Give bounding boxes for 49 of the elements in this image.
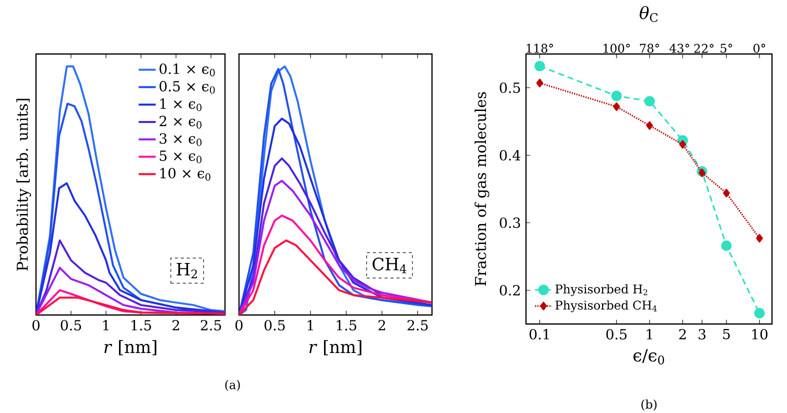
- x-axis-title: r [nm]: [309, 340, 362, 356]
- x-axis-title: r [nm]: [104, 340, 156, 356]
- x-tick-label: 10: [752, 328, 768, 340]
- x-tick-label: 1.5: [132, 320, 152, 331]
- y-tick-label: 0.2: [500, 284, 520, 296]
- x-tick-label: 0: [235, 320, 243, 330]
- x-tick-label: 1: [646, 328, 652, 340]
- x-tick-label: 0.1: [530, 328, 549, 340]
- text: 0°: [753, 44, 766, 53]
- legend-label: 0.5 × ϵ$_{0}$: [160, 80, 215, 94]
- x-tick-label: 0: [32, 320, 40, 331]
- x-tick-label: 1: [308, 320, 313, 330]
- text: 100°: [604, 44, 630, 53]
- text: 22°: [694, 44, 714, 53]
- text: 78°: [640, 44, 660, 53]
- x-tick-label: 2: [172, 320, 180, 330]
- x-tick-label: 0.5: [606, 328, 627, 340]
- legend-label: 1 × ϵ$_{0}$: [160, 98, 202, 112]
- text: (b): [641, 400, 657, 410]
- legend-label: 0.1 × ϵ$_{0}$: [160, 64, 215, 76]
- legend-label: 2 × ϵ$_{0}$: [160, 116, 202, 129]
- y-tick-label: 0.4: [500, 150, 520, 161]
- legend-label: 3 × ϵ$_{0}$: [160, 133, 202, 146]
- text: 118°: [526, 44, 553, 53]
- x-tick-label: 2.5: [200, 320, 222, 331]
- legend-label: Physisorbed CH$_{4}$: [555, 300, 657, 312]
- y-tick-label: 0.3: [500, 217, 520, 228]
- text: 5°: [720, 44, 732, 53]
- x-tick-label: 1.5: [336, 320, 356, 330]
- x-tick-label: 1: [103, 320, 108, 330]
- legend-label: Physisorbed H$_{2}$: [555, 284, 648, 296]
- legend-label: 5 × ϵ$_{0}$: [160, 150, 202, 164]
- y-axis-title: Probability [arb. units]: [16, 98, 32, 271]
- text: 43°: [669, 44, 690, 53]
- x-tick-label: 0.5: [264, 320, 285, 330]
- y-tick-label: 0.5: [500, 82, 520, 94]
- x-tick-label: 5: [723, 328, 730, 340]
- x-tick-label: 2.5: [408, 320, 428, 330]
- text: (a): [225, 380, 240, 391]
- x-tick-label: 3: [698, 328, 706, 340]
- annotation: CH$_{4}$: [372, 258, 406, 274]
- x-tick-label: 0.5: [60, 320, 82, 331]
- legend-label: 10 × ϵ$_{0}$: [160, 168, 210, 181]
- x-axis-title: ϵ/ϵ$_{0}$: [633, 349, 664, 364]
- y-axis-title: Fraction of gas molecules: [474, 92, 490, 286]
- x-tick-label: 2: [378, 320, 386, 330]
- x2-axis-title: θ$_{C}$: [640, 6, 658, 22]
- x-tick-label: 2: [679, 328, 686, 340]
- annotation: H$_{2}$: [176, 263, 197, 278]
